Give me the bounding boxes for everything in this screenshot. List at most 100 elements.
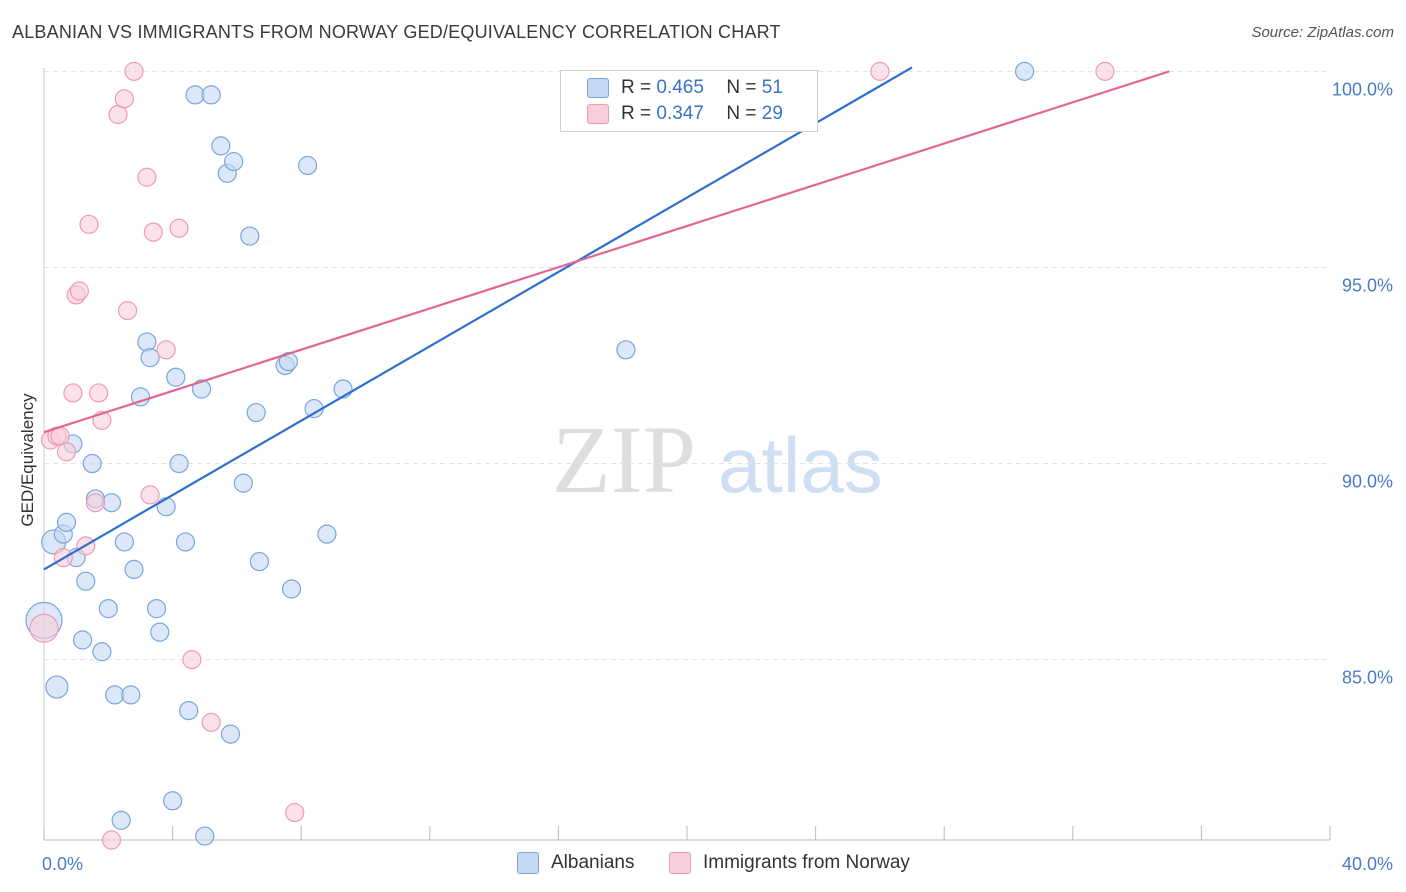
norway-point	[156, 340, 176, 360]
albanians-point	[76, 571, 96, 591]
albanians-point	[233, 473, 253, 493]
legend-label-albanians: Albanians	[551, 852, 635, 873]
watermark-atlas: atlas	[718, 421, 883, 509]
legend-item-albanians[interactable]: Albanians	[517, 852, 634, 874]
x-tick-label: 0.0%	[42, 854, 83, 874]
albanians-point	[163, 791, 183, 811]
data-points	[25, 61, 1115, 850]
albanians-point	[249, 551, 270, 572]
albanians-point	[156, 497, 176, 517]
albanians-point	[220, 724, 241, 744]
legend-n-value-albanians: 51	[761, 77, 783, 98]
albanians-point	[201, 85, 221, 105]
legend-r-label: R =	[621, 77, 652, 98]
y-tick-label: 85.0%	[1342, 668, 1393, 688]
albanians-point	[191, 379, 212, 399]
legend-swatch-albanians	[517, 852, 539, 874]
albanians-point	[92, 642, 112, 662]
albanians-point	[175, 532, 196, 552]
albanians-point	[114, 532, 134, 552]
x-tick-label: 40.0%	[1342, 854, 1393, 874]
albanians-point	[130, 387, 151, 407]
albanians-point	[98, 599, 118, 619]
axes	[43, 68, 1331, 841]
legend-swatch-pink	[587, 104, 609, 124]
trend-lines	[43, 66, 1170, 571]
tick-labels: 85.0% 90.0% 95.0% 100.0% 0.0% 40.0%	[42, 79, 1393, 874]
albanians-point	[140, 348, 160, 368]
legend-r-label: R =	[621, 103, 652, 124]
albanians-point	[45, 675, 69, 699]
albanians-point	[137, 332, 157, 352]
legend-n-label: N =	[726, 103, 757, 124]
legend-r-value-norway: 0.347	[656, 103, 704, 124]
legend-swatch-blue	[587, 78, 609, 98]
norway-point	[201, 712, 221, 732]
norway-trend-line	[43, 70, 1170, 434]
albanians-point	[72, 630, 93, 650]
albanians-point	[185, 85, 205, 105]
legend-n-label: N =	[726, 77, 757, 98]
albanians-point	[211, 136, 231, 156]
albanians-point	[150, 622, 170, 642]
albanians-point	[146, 599, 167, 619]
watermark: ZIP atlas	[552, 406, 883, 513]
albanians-point	[224, 151, 244, 172]
albanians-trend-line	[43, 66, 913, 571]
legend-item-norway[interactable]: Immigrants from Norway	[669, 852, 910, 874]
norway-point	[89, 383, 109, 403]
albanians-point	[317, 524, 337, 544]
norway-point	[870, 61, 890, 81]
legend-n-value-norway: 29	[761, 103, 783, 124]
norway-point	[69, 281, 89, 301]
albanians-point	[166, 367, 186, 387]
albanians-point	[56, 512, 77, 532]
albanians-point	[298, 155, 318, 176]
source-note: Source: ZipAtlas.com	[1251, 24, 1394, 41]
norway-point	[285, 802, 305, 823]
legend-label-norway: Immigrants from Norway	[703, 852, 910, 873]
watermark-zip: ZIP	[552, 406, 696, 513]
norway-point	[143, 222, 163, 242]
albanians-point	[281, 579, 302, 599]
legend-r-value-albanians: 0.465	[656, 77, 704, 98]
norway-point	[29, 613, 59, 643]
norway-point	[63, 383, 83, 403]
norway-point	[140, 485, 160, 505]
norway-point	[182, 650, 202, 670]
albanians-point	[246, 402, 266, 423]
albanians-point	[124, 559, 144, 580]
chart-title: ALBANIAN VS IMMIGRANTS FROM NORWAY GED/E…	[12, 22, 781, 42]
legend-swatch-norway	[669, 852, 691, 874]
albanians-point	[111, 810, 131, 830]
albanians-point	[169, 453, 189, 474]
albanians-point	[240, 226, 260, 246]
legend-row-albanians: R = 0.465 N = 51	[587, 75, 783, 101]
y-tick-label: 90.0%	[1342, 472, 1393, 492]
norway-point	[137, 167, 157, 187]
norway-point	[1095, 61, 1115, 81]
norway-point	[124, 61, 144, 81]
albanians-point	[616, 340, 636, 360]
norway-point	[85, 493, 106, 513]
albanians-point	[101, 493, 122, 513]
norway-point	[169, 218, 189, 238]
norway-point	[114, 89, 134, 109]
albanians-point	[121, 685, 141, 705]
norway-point	[79, 214, 99, 234]
series-legend: Albanians Immigrants from Norway	[0, 850, 1406, 878]
y-tick-label: 100.0%	[1332, 79, 1393, 99]
albanians-point	[195, 826, 215, 846]
y-tick-label: 95.0%	[1342, 275, 1393, 295]
albanians-point	[179, 700, 199, 721]
albanians-point	[105, 685, 125, 705]
norway-point	[101, 830, 122, 850]
norway-point	[117, 300, 138, 321]
legend-row-norway: R = 0.347 N = 29	[587, 101, 783, 127]
albanians-point	[82, 453, 102, 474]
stats-legend: R = 0.465 N = 51 R = 0.347 N = 29	[560, 70, 818, 132]
albanians-point	[278, 351, 298, 372]
albanians-point	[1014, 61, 1035, 81]
norway-point	[56, 442, 77, 462]
